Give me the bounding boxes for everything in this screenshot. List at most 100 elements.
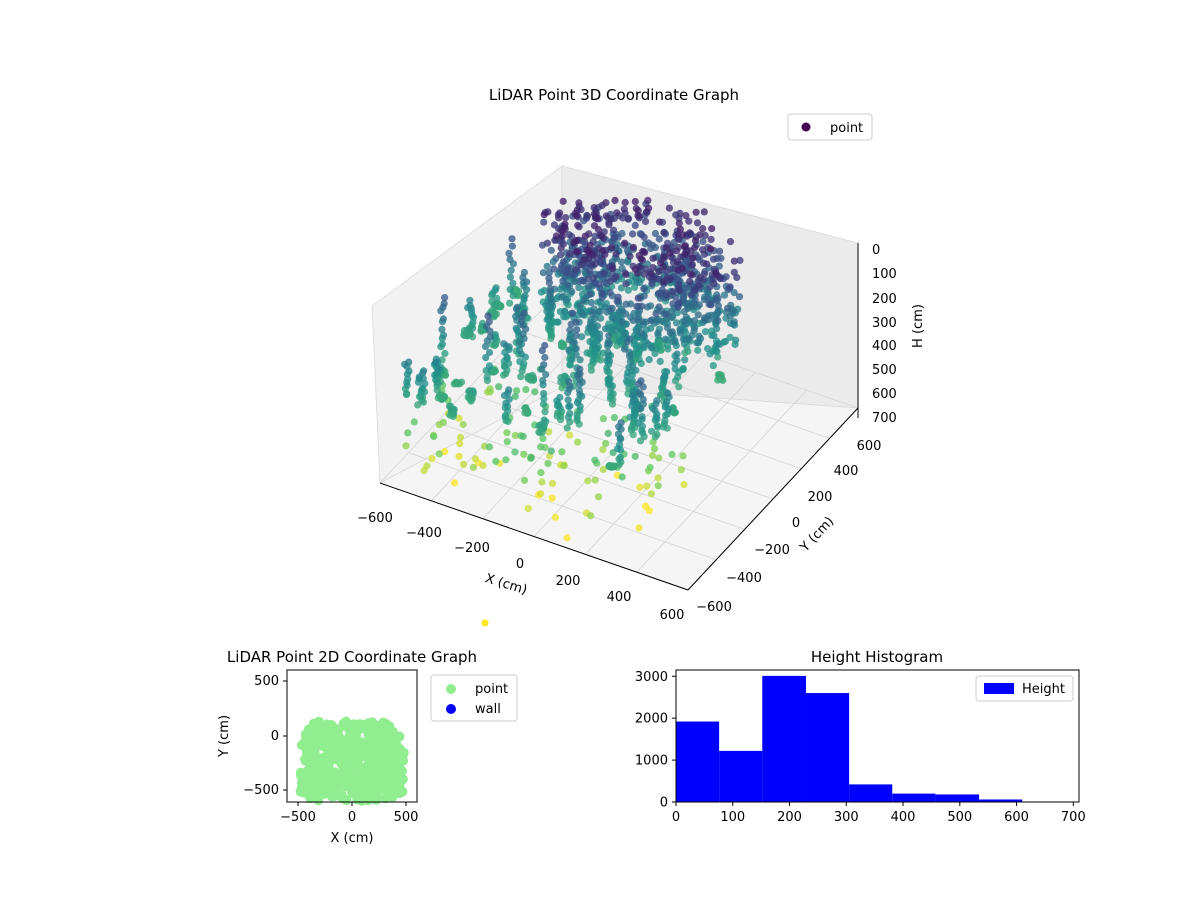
lidar-point-3d xyxy=(681,349,689,357)
lidar-point-3d xyxy=(538,347,546,355)
lidar-point-3d xyxy=(599,446,607,454)
lidar-point-2d xyxy=(355,719,366,730)
lidar-point-3d xyxy=(566,326,574,334)
lidar-point-3d xyxy=(707,301,715,309)
lidar-point-3d xyxy=(661,335,670,343)
lidar-point-3d xyxy=(552,255,560,263)
lidar-point-3d xyxy=(578,276,586,284)
lidar-point-3d xyxy=(624,286,632,294)
lidar-point-3d xyxy=(664,389,672,397)
y-tick-label: −600 xyxy=(696,600,732,615)
lidar-point-3d xyxy=(437,343,445,351)
lidar-point-3d xyxy=(539,376,547,385)
lidar-point-3d xyxy=(696,231,704,239)
lidar-point-3d xyxy=(511,448,519,456)
lidar-point-3d xyxy=(537,490,545,498)
lidar-point-3d xyxy=(648,451,657,460)
histogram-x-tick-label: 300 xyxy=(834,810,859,825)
lidar-point-3d xyxy=(527,454,535,462)
z-tick-label: 600 xyxy=(872,387,897,402)
lidar-point-3d xyxy=(517,373,525,381)
lidar-point-3d xyxy=(564,281,572,289)
lidar-point-3d xyxy=(575,199,583,207)
lidar-point-3d xyxy=(640,270,649,278)
lidar-point-3d xyxy=(626,358,635,366)
lidar-point-2d xyxy=(368,770,378,781)
lidar-point-3d xyxy=(676,329,684,337)
lidar-point-3d xyxy=(561,307,569,316)
lidar-point-3d xyxy=(428,455,436,463)
lidar-point-3d xyxy=(661,411,670,419)
lidar-point-3d xyxy=(668,307,676,315)
lidar-point-3d xyxy=(616,337,624,345)
y-axis-label: Y (cm) xyxy=(797,514,837,556)
lidar-point-3d xyxy=(635,380,643,388)
lidar-point-3d xyxy=(456,440,464,448)
y-tick-labels: −600 −400 −200 0 200 400 600 xyxy=(696,439,881,615)
lidar-point-3d xyxy=(500,357,508,365)
lidar-point-3d xyxy=(558,293,566,301)
lidar-point-3d xyxy=(684,302,692,310)
lidar-point-3d xyxy=(730,257,738,265)
x-tick-label-2d: 0 xyxy=(348,810,356,825)
lidar-point-3d xyxy=(573,212,581,220)
x-axis-label-2d: X (cm) xyxy=(331,831,374,846)
lidar-point-3d xyxy=(609,264,617,273)
lidar-point-3d xyxy=(649,264,657,272)
lidar-point-3d xyxy=(671,377,680,385)
lidar-point-3d xyxy=(622,300,630,308)
lidar-point-3d xyxy=(726,312,735,320)
lidar-point-3d xyxy=(696,274,704,282)
lidar-point-3d xyxy=(730,268,738,276)
lidar-point-3d xyxy=(709,362,717,370)
lidar-point-3d xyxy=(628,402,636,410)
lidar-point-3d xyxy=(431,371,439,379)
lidar-point-3d xyxy=(537,443,545,451)
lidar-point-3d xyxy=(614,430,623,438)
lidar-point-3d xyxy=(558,282,567,290)
lidar-point-3d xyxy=(544,460,552,468)
lidar-point-3d xyxy=(563,424,571,432)
lidar-point-3d xyxy=(512,324,520,332)
lidar-point-3d xyxy=(432,358,440,366)
lidar-point-3d xyxy=(664,345,672,353)
lidar-point-3d xyxy=(542,370,550,379)
lidar-point-3d xyxy=(500,340,508,348)
lidar-point-3d xyxy=(575,380,584,388)
lidar-point-3d xyxy=(652,309,660,318)
lidar-point-2d xyxy=(397,747,408,758)
lidar-point-3d xyxy=(655,454,663,462)
lidar-point-3d xyxy=(606,394,614,403)
lidar-point-3d xyxy=(655,303,663,311)
lidar-point-3d xyxy=(637,404,645,413)
lidar-point-3d xyxy=(629,316,637,325)
x-tick-label-2d: −500 xyxy=(280,810,316,825)
lidar-point-3d xyxy=(675,383,683,391)
lidar-point-3d xyxy=(401,360,409,368)
lidar-point-3d xyxy=(694,346,702,354)
lidar-point-3d xyxy=(643,303,652,311)
histogram-bar xyxy=(805,693,850,802)
lidar-point-3d xyxy=(645,356,653,364)
lidar-point-3d xyxy=(633,278,641,286)
lidar-point-3d xyxy=(674,266,682,274)
lidar-point-3d xyxy=(624,258,632,266)
lidar-point-3d xyxy=(735,293,744,301)
lidar-point-2d xyxy=(341,795,352,806)
legend-histogram-box xyxy=(975,675,1074,702)
lidar-point-2d xyxy=(356,795,367,806)
lidar-point-3d xyxy=(677,466,685,474)
lidar-point-3d xyxy=(562,214,570,222)
lidar-point-3d xyxy=(575,386,584,395)
lidar-point-3d xyxy=(694,311,702,319)
lidar-point-3d xyxy=(531,388,539,396)
lidar-point-3d xyxy=(656,357,664,365)
lidar-point-3d xyxy=(674,230,682,238)
lidar-point-2d xyxy=(365,791,376,802)
lidar-point-3d xyxy=(519,330,527,338)
x-axis-line xyxy=(379,482,689,591)
lidar-point-3d xyxy=(631,265,640,273)
lidar-point-3d xyxy=(569,271,577,279)
lidar-point-3d xyxy=(661,403,669,411)
lidar-point-3d xyxy=(693,339,701,347)
